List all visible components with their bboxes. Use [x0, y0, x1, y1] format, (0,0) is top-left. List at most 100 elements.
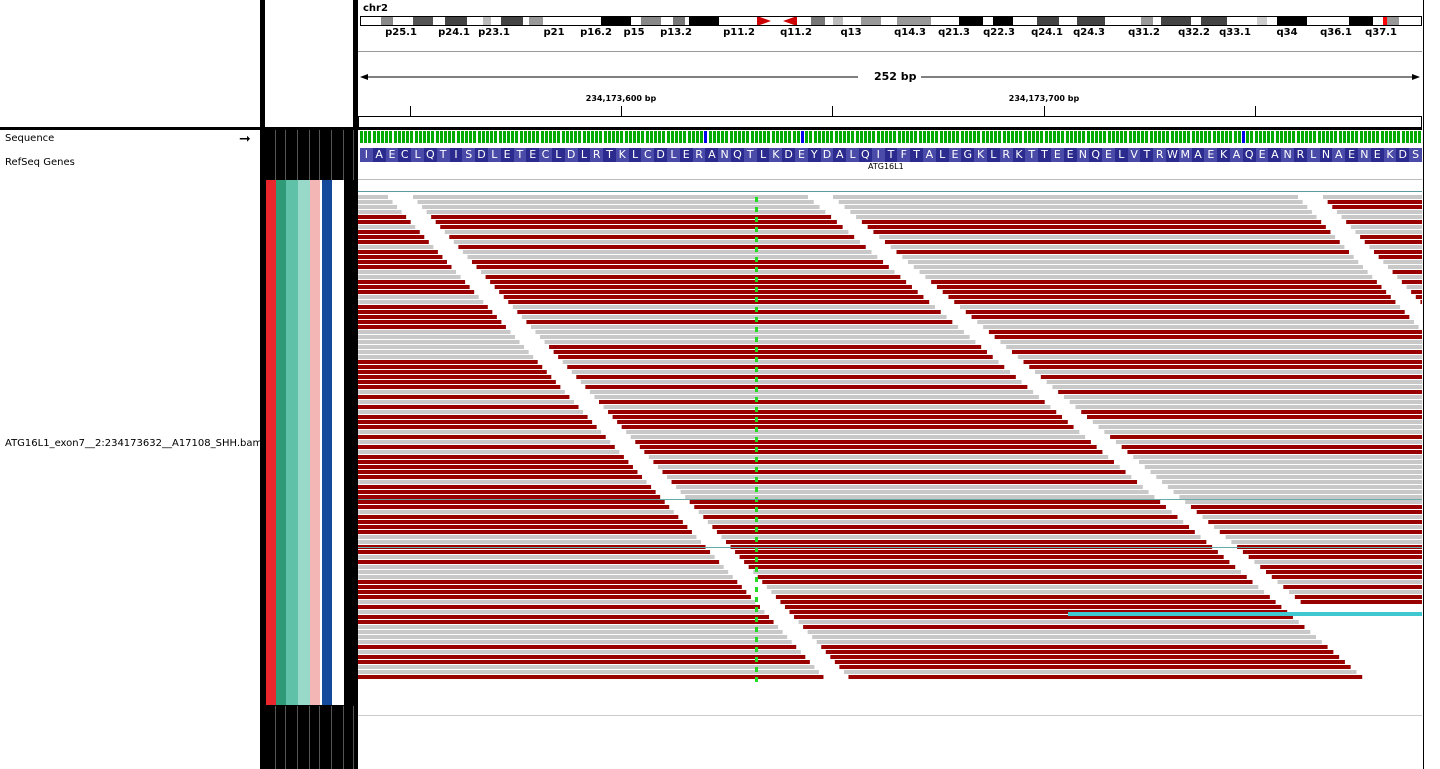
alignment-track[interactable]	[358, 0, 1422, 769]
read[interactable]	[549, 345, 982, 349]
read[interactable]	[521, 315, 947, 319]
read[interactable]	[735, 550, 1218, 554]
read[interactable]	[1383, 260, 1422, 264]
read[interactable]	[471, 260, 884, 264]
read[interactable]	[426, 210, 826, 214]
read[interactable]	[358, 210, 402, 214]
read[interactable]	[1081, 410, 1422, 414]
read[interactable]	[630, 435, 1086, 439]
read[interactable]	[358, 365, 543, 369]
read[interactable]	[1115, 440, 1422, 444]
read[interactable]	[803, 625, 1305, 629]
read[interactable]	[1387, 265, 1422, 269]
read[interactable]	[676, 485, 1143, 489]
read[interactable]	[825, 650, 1334, 654]
read[interactable]	[358, 465, 633, 469]
read[interactable]	[358, 360, 538, 364]
read[interactable]	[657, 465, 1120, 469]
read[interactable]	[1248, 555, 1422, 559]
read[interactable]	[1323, 195, 1422, 199]
read[interactable]	[431, 215, 832, 219]
read[interactable]	[358, 390, 565, 394]
read[interactable]	[757, 575, 1247, 579]
read[interactable]	[1327, 200, 1422, 204]
read[interactable]	[358, 400, 574, 404]
read[interactable]	[476, 265, 889, 269]
read[interactable]	[1350, 225, 1422, 229]
read[interactable]	[834, 660, 1345, 664]
read[interactable]	[358, 655, 806, 659]
read[interactable]	[358, 335, 516, 339]
read[interactable]	[775, 595, 1270, 599]
read[interactable]	[867, 225, 1326, 229]
read[interactable]	[481, 270, 895, 274]
read[interactable]	[873, 230, 1331, 234]
read[interactable]	[1415, 295, 1422, 299]
read[interactable]	[603, 405, 1051, 409]
attribute-cell[interactable]	[320, 180, 322, 705]
attribute-cell[interactable]	[322, 180, 332, 705]
read[interactable]	[544, 340, 976, 344]
read[interactable]	[358, 600, 756, 604]
attribute-cell[interactable]	[276, 180, 286, 705]
read[interactable]	[1162, 480, 1422, 484]
read[interactable]	[626, 430, 1080, 434]
read[interactable]	[807, 630, 1311, 634]
read[interactable]	[358, 640, 792, 644]
read[interactable]	[358, 525, 688, 529]
read[interactable]	[948, 295, 1391, 299]
read[interactable]	[1369, 245, 1422, 249]
read[interactable]	[698, 510, 1172, 514]
read[interactable]	[358, 675, 824, 679]
read[interactable]	[358, 280, 466, 284]
read[interactable]	[440, 225, 843, 229]
read[interactable]	[1150, 470, 1422, 474]
read[interactable]	[662, 470, 1126, 474]
read[interactable]	[358, 475, 643, 479]
read[interactable]	[1075, 405, 1422, 409]
read[interactable]	[1265, 570, 1422, 574]
read[interactable]	[512, 305, 936, 309]
read[interactable]	[954, 300, 1396, 304]
read[interactable]	[358, 530, 692, 534]
read[interactable]	[1242, 550, 1422, 554]
read[interactable]	[1087, 415, 1422, 419]
read[interactable]	[1058, 390, 1422, 394]
read[interactable]	[1364, 240, 1422, 244]
read[interactable]	[1283, 585, 1422, 589]
read[interactable]	[748, 565, 1236, 569]
read[interactable]	[503, 295, 924, 299]
read[interactable]	[558, 355, 993, 359]
read[interactable]	[830, 655, 1340, 659]
refseq-track-label[interactable]: RefSeq Genes	[5, 157, 75, 168]
read[interactable]	[358, 585, 742, 589]
read[interactable]	[358, 580, 738, 584]
read[interactable]	[358, 330, 511, 334]
read[interactable]	[358, 290, 475, 294]
read[interactable]	[358, 595, 751, 599]
read[interactable]	[1406, 285, 1422, 289]
read[interactable]	[908, 260, 1359, 264]
read[interactable]	[358, 260, 447, 264]
read[interactable]	[1196, 510, 1422, 514]
attribute-cell[interactable]	[332, 180, 344, 705]
read[interactable]	[1374, 250, 1422, 254]
read[interactable]	[358, 505, 670, 509]
read[interactable]	[931, 280, 1377, 284]
attribute-cell[interactable]	[298, 180, 310, 705]
read[interactable]	[919, 270, 1368, 274]
read[interactable]	[358, 200, 393, 204]
read[interactable]	[1000, 340, 1422, 344]
read[interactable]	[965, 310, 1405, 314]
read[interactable]	[413, 195, 808, 199]
read[interactable]	[838, 200, 1303, 204]
read[interactable]	[1231, 540, 1422, 544]
read[interactable]	[1225, 535, 1422, 539]
read[interactable]	[358, 670, 819, 674]
read[interactable]	[358, 575, 733, 579]
read[interactable]	[1341, 215, 1422, 219]
read[interactable]	[358, 550, 711, 554]
read[interactable]	[848, 675, 1363, 679]
read[interactable]	[422, 205, 820, 209]
read[interactable]	[739, 555, 1224, 559]
